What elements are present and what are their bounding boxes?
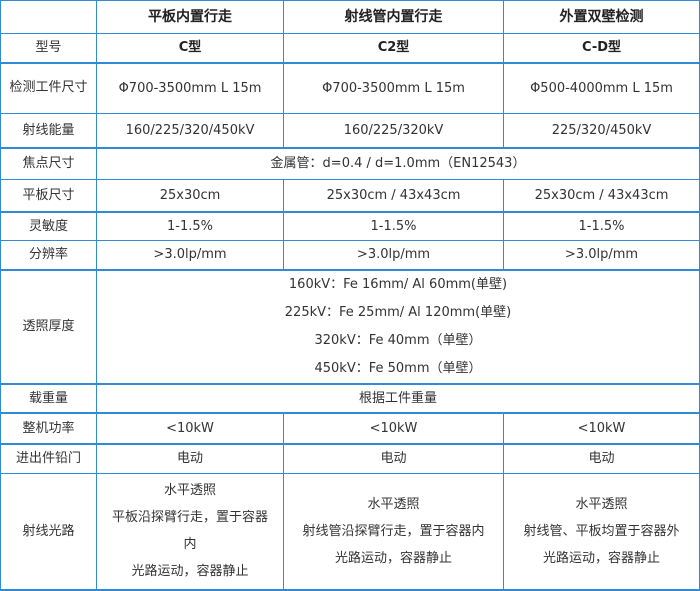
- cell: 根据工件重量: [96, 382, 700, 413]
- cell: 25x30cm / 43x43cm: [503, 179, 700, 212]
- path-line: 光路运动，容器静止: [131, 564, 249, 580]
- row-label: 分辨率: [0, 240, 97, 270]
- cell: 225/320/450kV: [503, 113, 700, 148]
- cell: 160/225/320/450kV: [96, 113, 284, 148]
- cell: C2型: [283, 33, 504, 63]
- cell: <10kW: [283, 411, 504, 444]
- path-line: 水平透照: [575, 496, 628, 512]
- cell: <10kW: [96, 411, 284, 444]
- cell: 1-1.5%: [96, 210, 284, 241]
- cell: >3.0lp/mm: [283, 240, 504, 270]
- row-label: 整机功率: [0, 411, 97, 444]
- row-door: 进出件铅门 电动 电动 电动: [0, 442, 700, 474]
- thickness-line: 160kV：Fe 16mm/ Al 60mm(单壁): [288, 276, 508, 292]
- row-model: 型号 C型 C2型 C-D型: [0, 33, 700, 63]
- thickness-line: 320kV：Fe 40mm（单壁）: [314, 332, 482, 348]
- row-sensitivity: 灵敏度 1-1.5% 1-1.5% 1-1.5%: [0, 210, 700, 241]
- cell: 1-1.5%: [283, 210, 504, 241]
- cell: 160/225/320kV: [283, 113, 504, 148]
- row-load: 载重量 根据工件重量: [0, 382, 700, 413]
- header-col-3: 外置双壁检测: [503, 0, 700, 34]
- cell: <10kW: [503, 411, 700, 444]
- row-workpiece: 检测工件尺寸 Φ700-3500mm L 15m Φ700-3500mm L 1…: [0, 61, 700, 114]
- cell: 水平透照 射线管、平板均置于容器外 光路运动，容器静止: [503, 473, 700, 590]
- cell: 电动: [283, 442, 504, 474]
- row-resolution: 分辨率 >3.0lp/mm >3.0lp/mm >3.0lp/mm: [0, 240, 700, 270]
- cell: C-D型: [503, 33, 700, 63]
- cell: 1-1.5%: [503, 210, 700, 241]
- cell: >3.0lp/mm: [503, 240, 700, 270]
- path-line: 射线管沿探臂行走，置于容器内: [302, 523, 485, 539]
- row-label: 平板尺寸: [0, 179, 97, 212]
- cell: Φ700-3500mm L 15m: [283, 61, 504, 114]
- thickness-line: 225kV：Fe 25mm/ Al 120mm(单壁): [284, 304, 512, 320]
- row-power: 整机功率 <10kW <10kW <10kW: [0, 411, 700, 444]
- header-col-1: 平板内置行走: [96, 0, 284, 34]
- row-path: 射线光路 水平透照 平板沿探臂行走，置于容器内 光路运动，容器静止 水平透照 射…: [0, 473, 700, 590]
- row-label: 灵敏度: [0, 210, 97, 241]
- cell: >3.0lp/mm: [96, 240, 284, 270]
- row-thickness: 透照厚度 160kV：Fe 16mm/ Al 60mm(单壁) 225kV：Fe…: [0, 268, 700, 384]
- cell: 25x30cm / 43x43cm: [283, 179, 504, 212]
- row-label: 载重量: [0, 382, 97, 413]
- row-panel: 平板尺寸 25x30cm 25x30cm / 43x43cm 25x30cm /…: [0, 179, 700, 212]
- row-label: 型号: [0, 33, 97, 63]
- row-label: 检测工件尺寸: [0, 61, 97, 114]
- cell: C型: [96, 33, 284, 63]
- row-label: 射线能量: [0, 113, 97, 148]
- path-line: 射线管、平板均置于容器外: [523, 523, 680, 539]
- header-row: 平板内置行走 射线管内置行走 外置双壁检测: [0, 0, 700, 34]
- thickness-line: 450kV：Fe 50mm（单壁）: [314, 360, 482, 376]
- row-label: 焦点尺寸: [0, 146, 97, 180]
- path-line: 平板沿探臂行走，置于容器内: [111, 510, 268, 553]
- cell: 25x30cm: [96, 179, 284, 212]
- row-focus: 焦点尺寸 金属管：d=0.4 / d=1.0mm（EN12543）: [0, 146, 700, 180]
- path-line: 光路运动，容器静止: [334, 550, 452, 566]
- path-line: 光路运动，容器静止: [542, 550, 660, 566]
- cell: 金属管：d=0.4 / d=1.0mm（EN12543）: [96, 146, 700, 180]
- cell: 160kV：Fe 16mm/ Al 60mm(单壁) 225kV：Fe 25mm…: [96, 268, 700, 384]
- path-line: 水平透照: [163, 483, 216, 499]
- cell: 电动: [96, 442, 284, 474]
- path-line: 水平透照: [367, 496, 420, 512]
- cell: 电动: [503, 442, 700, 474]
- cell: Φ700-3500mm L 15m: [96, 61, 284, 114]
- header-col-2: 射线管内置行走: [283, 0, 504, 34]
- row-energy: 射线能量 160/225/320/450kV 160/225/320kV 225…: [0, 113, 700, 148]
- cell: 水平透照 平板沿探臂行走，置于容器内 光路运动，容器静止: [96, 473, 284, 590]
- row-label: 射线光路: [0, 473, 97, 590]
- row-label: 透照厚度: [0, 268, 97, 384]
- row-label: 进出件铅门: [0, 442, 97, 474]
- cell: Φ500-4000mm L 15m: [503, 61, 700, 114]
- cell: 水平透照 射线管沿探臂行走，置于容器内 光路运动，容器静止: [283, 473, 504, 590]
- header-corner: [0, 0, 97, 34]
